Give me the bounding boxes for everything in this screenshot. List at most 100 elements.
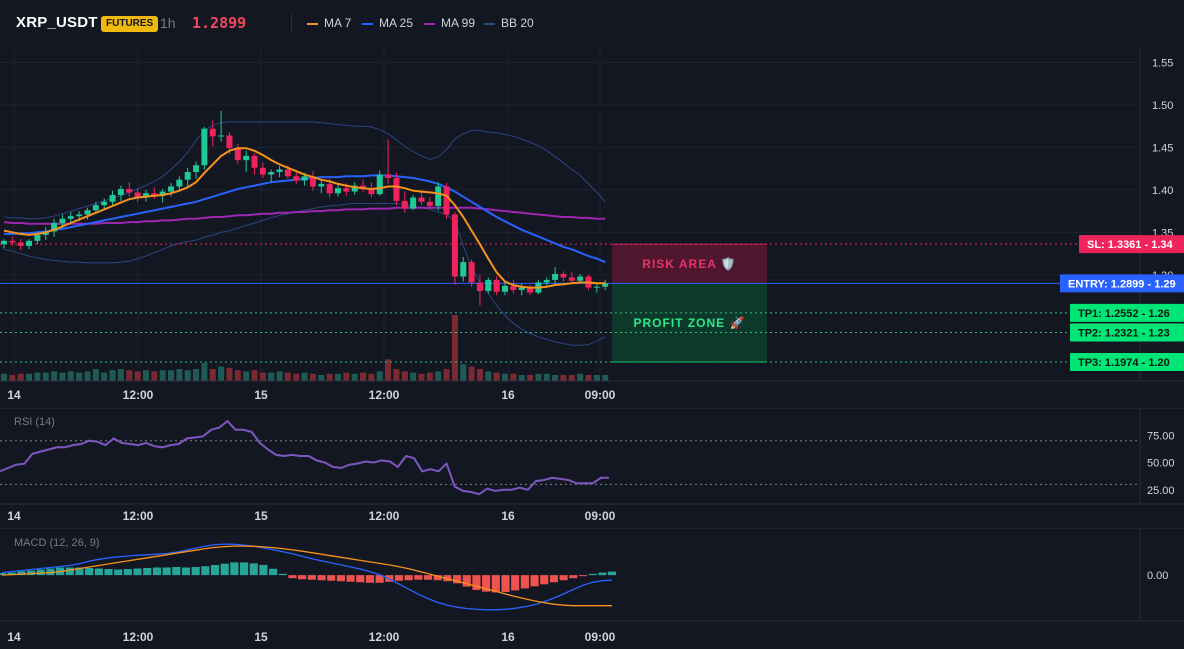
macd-histogram-bar — [26, 570, 36, 576]
volume-bar — [51, 371, 58, 381]
volume-bar — [159, 370, 166, 381]
volume-bar — [243, 371, 250, 381]
macd-histogram-bar — [375, 575, 384, 583]
volume-bar — [276, 371, 283, 381]
candle-body — [92, 205, 99, 211]
macd-histogram-bar — [501, 575, 510, 592]
macd-histogram-bar — [559, 575, 568, 581]
candle-body — [243, 155, 250, 161]
candle-body — [393, 177, 400, 201]
candle-body — [168, 186, 174, 192]
volume-bar — [493, 372, 500, 381]
profit-zone — [612, 283, 767, 362]
candle-body — [1, 240, 7, 245]
volume-bar — [360, 372, 367, 381]
ma7-line — [3, 147, 606, 289]
macd-histogram-bar — [578, 575, 588, 577]
candle-body — [527, 287, 534, 293]
macd-histogram-bar — [346, 575, 355, 582]
legend-bb20[interactable]: BB 20 — [484, 16, 534, 30]
legend-ma7-swatch — [307, 22, 318, 25]
rsi-time-tick: 16 — [501, 509, 515, 523]
macd-histogram-bar — [433, 575, 442, 581]
legend-ma25[interactable]: MA 25 — [362, 16, 413, 30]
macd-time-tick: 09:00 — [585, 630, 616, 644]
rsi-line — [0, 419, 609, 496]
macd-histogram-bar — [172, 566, 181, 576]
volume-bar — [193, 369, 200, 381]
macd-histogram-bar — [210, 564, 220, 576]
macd-histogram-bar — [114, 569, 123, 576]
volume-bar — [602, 375, 609, 381]
macd-histogram-bar — [530, 575, 539, 587]
volume-bar — [218, 366, 225, 381]
profit-zone-label: PROFIT ZONE 🚀 — [634, 316, 746, 330]
macd-histogram-bar — [317, 575, 326, 581]
candle-body — [301, 176, 308, 181]
volume-bar — [585, 375, 592, 381]
tp3-label-bg — [1070, 352, 1184, 371]
candle-body — [318, 183, 325, 187]
risk-area-label: RISK AREA 🛡️ — [642, 257, 736, 271]
macd-line — [1, 543, 613, 611]
macd-panel[interactable]: MACD (12, 26, 9) 0.00 14 12:00 15 12:00 16 09:0… — [0, 528, 1184, 649]
rsi-time-tick: 09:00 — [585, 509, 616, 523]
candle-body — [602, 283, 609, 287]
candle-body — [17, 242, 24, 246]
volume-bar — [34, 372, 41, 381]
volume-bar — [309, 373, 316, 381]
volume-bar — [510, 373, 517, 381]
macd-histogram-bar — [143, 568, 152, 576]
macd-histogram-bar — [0, 573, 7, 576]
volume-bar — [435, 371, 442, 381]
candle-body — [568, 277, 575, 281]
macd-histogram-bar — [288, 575, 297, 579]
macd-histogram-bar — [520, 575, 529, 589]
candle-body — [34, 234, 41, 241]
volume-bar — [426, 372, 433, 381]
candle-body — [268, 172, 275, 175]
time-tick-label: 15 — [254, 388, 268, 402]
macd-histogram-bar — [17, 571, 26, 576]
rsi-title: RSI (14) — [14, 416, 55, 428]
candle-body — [201, 128, 208, 166]
symbol-title[interactable]: XRP_USDT — [16, 14, 98, 31]
volume-bar — [535, 373, 542, 381]
rsi-tick-label: 25.00 — [1147, 485, 1175, 497]
rsi-tick-label: 50.00 — [1147, 458, 1175, 470]
macd-histogram-bar — [423, 575, 433, 580]
candle-body — [351, 185, 358, 192]
legend-ma99[interactable]: MA 99 — [424, 16, 475, 30]
macd-histogram-bar — [491, 575, 500, 593]
volume-bar — [385, 359, 392, 381]
macd-histogram-bar — [239, 562, 249, 576]
macd-histogram-bar — [327, 575, 336, 581]
macd-histogram-bar — [404, 575, 413, 581]
candle-body — [117, 189, 124, 195]
macd-histogram-bar — [65, 567, 74, 576]
rsi-time-tick: 14 — [7, 509, 21, 523]
volume-bar — [42, 372, 49, 381]
candle-body — [276, 169, 283, 173]
legend-ma7[interactable]: MA 7 — [307, 16, 351, 30]
volume-bar — [234, 370, 241, 381]
rsi-panel[interactable]: RSI (14) 75.00 50.00 25.00 14 12:00 15 12:00 16 0… — [0, 408, 1184, 528]
candle-body — [593, 286, 600, 288]
macd-histogram-bar — [511, 575, 520, 591]
tp3-label: TP3: 1.1974 - 1.20 — [1078, 357, 1170, 369]
macd-histogram-bar — [598, 572, 607, 576]
volume-bar — [284, 372, 291, 381]
volume-bar — [376, 371, 383, 381]
volume-bar — [368, 373, 375, 381]
candle-body — [67, 216, 74, 219]
candle-body — [176, 179, 183, 187]
entry-label: ENTRY: 1.2899 - 1.29 — [1068, 278, 1176, 290]
candle-body — [510, 285, 517, 291]
price-chart[interactable]: RISK AREA 🛡️ PROFIT ZONE 🚀 1.55 1.50 1.45 1.4… — [0, 48, 1184, 408]
price-tick-label: 1.50 — [1152, 100, 1173, 112]
candle-body — [552, 273, 559, 280]
price-tick-label: 1.55 — [1152, 57, 1173, 69]
macd-histogram-bar — [133, 568, 142, 576]
chart-header: XRP_USDT FUTURES 1h 1.2899 MA 7 MA 25 MA… — [0, 0, 1184, 48]
timeframe-label[interactable]: 1h — [160, 15, 176, 31]
